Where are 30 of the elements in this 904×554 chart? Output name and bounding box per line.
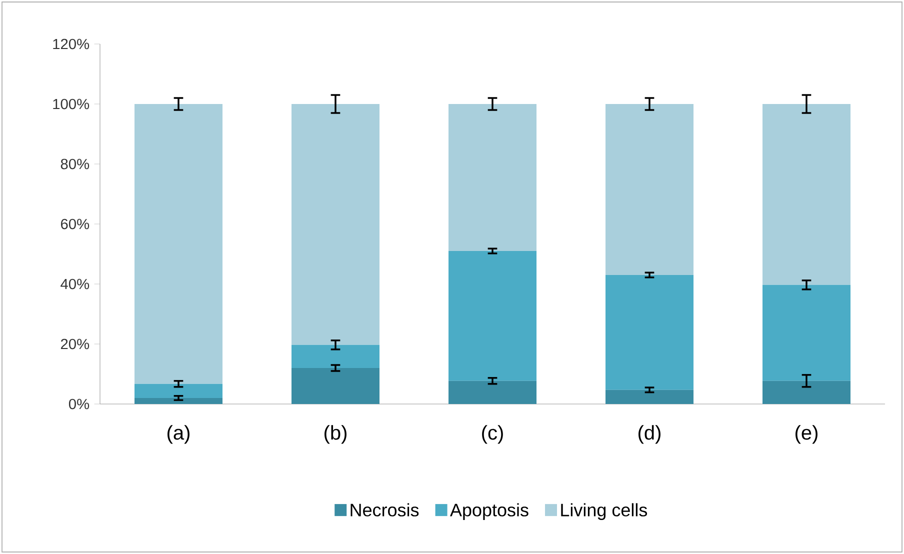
y-tick-label: 80% [60, 158, 90, 170]
x-tick-label: (e) [796, 425, 818, 444]
y-tick-label: 60% [60, 218, 90, 230]
legend-label: Necrosis [350, 503, 419, 516]
bar [292, 368, 380, 404]
y-tick-label: 40% [60, 278, 90, 290]
bar [762, 380, 850, 404]
legend-label: Apoptosis [450, 503, 528, 520]
x-tick-label: (c) [482, 425, 503, 444]
x-tick-label: (d) [638, 425, 660, 444]
bar [292, 344, 380, 368]
bar [448, 104, 536, 251]
bar [448, 251, 536, 381]
x-tick-label: (a) [168, 425, 190, 444]
bar [762, 104, 850, 285]
bar [606, 390, 694, 404]
legend-label: Living cells [561, 503, 648, 520]
bar [134, 398, 222, 404]
bar [606, 275, 694, 390]
y-tick-label: 100% [53, 98, 90, 110]
x-tick-label: (b) [324, 425, 346, 444]
y-tick-label: 120% [53, 38, 90, 50]
bar [448, 380, 536, 404]
y-tick-label: 0% [68, 398, 90, 410]
bar [762, 284, 850, 381]
bar [606, 104, 694, 275]
bar [134, 104, 222, 384]
bar [292, 104, 380, 345]
y-tick-label: 20% [60, 338, 90, 350]
bar [134, 384, 222, 398]
